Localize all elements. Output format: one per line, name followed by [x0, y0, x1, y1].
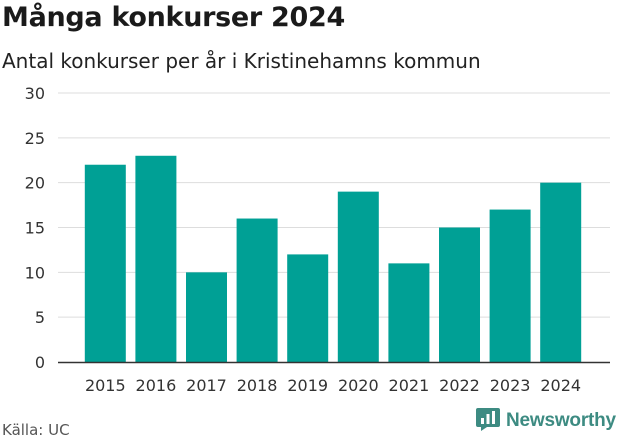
- x-tick-label: 2024: [540, 376, 581, 395]
- x-tick-label: 2020: [338, 376, 379, 395]
- chart-subtitle: Antal konkurser per år i Kristinehamns k…: [2, 49, 481, 73]
- y-tick-label: 5: [35, 308, 45, 327]
- bar-2023: [489, 209, 531, 362]
- source-note: Källa: UC: [2, 421, 70, 439]
- bar-2022: [439, 227, 480, 362]
- x-axis-ticks: 2015 2016 2017 2018 2019 2020 2021 2022 2023 2024: [85, 376, 581, 395]
- bar-2024: [540, 182, 582, 362]
- bar-2015: [84, 164, 126, 362]
- x-tick-label: 2022: [439, 376, 480, 395]
- y-tick-label: 25: [25, 129, 45, 148]
- y-tick-label: 10: [25, 263, 45, 282]
- x-tick-label: 2018: [237, 376, 278, 395]
- chart-title: Många konkurser 2024: [2, 2, 345, 33]
- brand-logo: Newsworthy: [475, 406, 616, 436]
- y-axis-ticks: 0 5 10 15 20 25 30: [25, 84, 45, 372]
- bar-2017: [186, 272, 227, 362]
- y-tick-label: 20: [25, 174, 45, 193]
- x-tick-label: 2021: [389, 376, 430, 395]
- y-tick-label: 0: [35, 353, 45, 372]
- bar-2020: [337, 191, 379, 362]
- x-tick-label: 2023: [490, 376, 531, 395]
- y-tick-label: 30: [25, 84, 45, 103]
- newsworthy-logo-icon: [475, 406, 501, 436]
- bar-2016: [135, 155, 177, 362]
- brand-name: Newsworthy: [506, 410, 616, 431]
- bars: [84, 155, 582, 362]
- x-tick-label: 2017: [186, 376, 227, 395]
- bar-2018: [236, 218, 278, 362]
- bar-2019: [287, 254, 329, 362]
- x-tick-label: 2019: [287, 376, 328, 395]
- x-tick-label: 2015: [85, 376, 126, 395]
- y-tick-label: 15: [25, 219, 45, 238]
- bar-2021: [388, 263, 430, 362]
- x-tick-label: 2016: [136, 376, 177, 395]
